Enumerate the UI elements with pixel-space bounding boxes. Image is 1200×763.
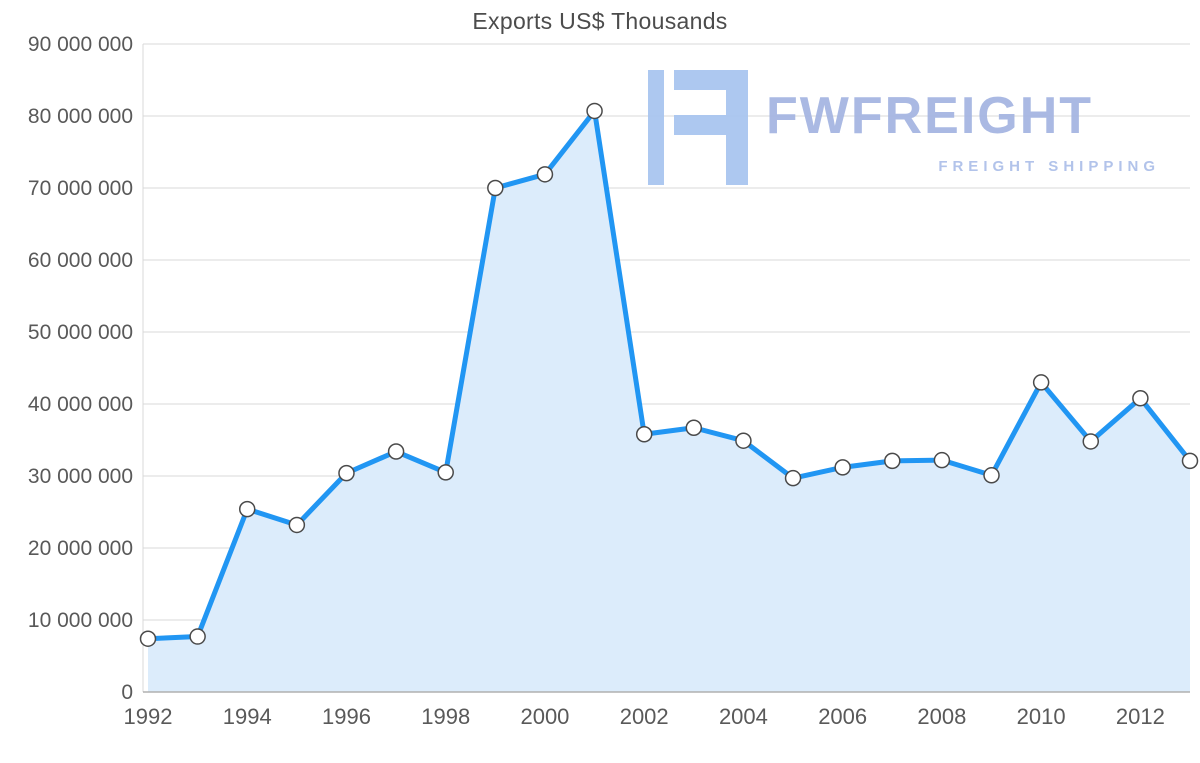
y-axis-tick-label: 10 000 000 <box>28 609 133 632</box>
x-axis-tick-label: 2010 <box>1017 704 1066 729</box>
x-axis-tick-label: 2000 <box>520 704 569 729</box>
point-marker <box>586 102 603 120</box>
point-marker <box>884 452 901 470</box>
chart-title: Exports US$ Thousands <box>472 8 728 34</box>
point-marker <box>784 469 802 487</box>
y-axis-tick-label: 90 000 000 <box>28 33 133 56</box>
y-axis-tick-label: 70 000 000 <box>28 177 133 200</box>
x-axis-tick-label: 1996 <box>322 704 371 729</box>
area-fill <box>148 110 1190 692</box>
point-marker <box>1181 452 1199 470</box>
data-line <box>145 108 1193 642</box>
y-axis-tick-label: 30 000 000 <box>28 465 133 488</box>
point-marker <box>983 467 1000 484</box>
point-marker <box>685 419 703 437</box>
point-marker <box>139 630 157 647</box>
x-axis-tick-label: 2008 <box>917 704 966 729</box>
point-marker <box>834 459 851 476</box>
point-marker <box>288 516 306 534</box>
x-axis-tick-label: 1998 <box>421 704 470 729</box>
y-axis-tick-label: 50 000 000 <box>28 321 133 344</box>
x-axis-tick-label: 2002 <box>620 704 669 729</box>
x-axis-tick-label: 2006 <box>818 704 867 729</box>
point-marker <box>437 464 454 481</box>
point-marker <box>735 432 752 449</box>
point-marker <box>1132 389 1149 407</box>
x-axis-tick-label: 1994 <box>223 704 272 729</box>
point-marker <box>238 500 256 518</box>
y-axis-tick-label: 0 <box>121 681 133 704</box>
y-axis-tick-label: 40 000 000 <box>28 393 133 416</box>
point-marker <box>635 425 653 443</box>
y-axis-tick-label: 60 000 000 <box>28 249 133 272</box>
y-axis-tick-label: 20 000 000 <box>28 537 133 560</box>
point-marker <box>1032 374 1050 391</box>
point-marker <box>1082 433 1100 450</box>
x-axis-tick-label: 2012 <box>1116 704 1165 729</box>
x-axis-tick-label: 2004 <box>719 704 768 729</box>
point-marker <box>189 628 206 645</box>
point-marker <box>487 179 504 197</box>
point-marker <box>536 166 554 183</box>
point-marker <box>387 443 405 460</box>
point-marker <box>933 451 951 469</box>
point-marker <box>338 464 355 482</box>
y-axis-tick-label: 80 000 000 <box>28 105 133 128</box>
x-axis-tick-label: 1992 <box>124 704 173 729</box>
